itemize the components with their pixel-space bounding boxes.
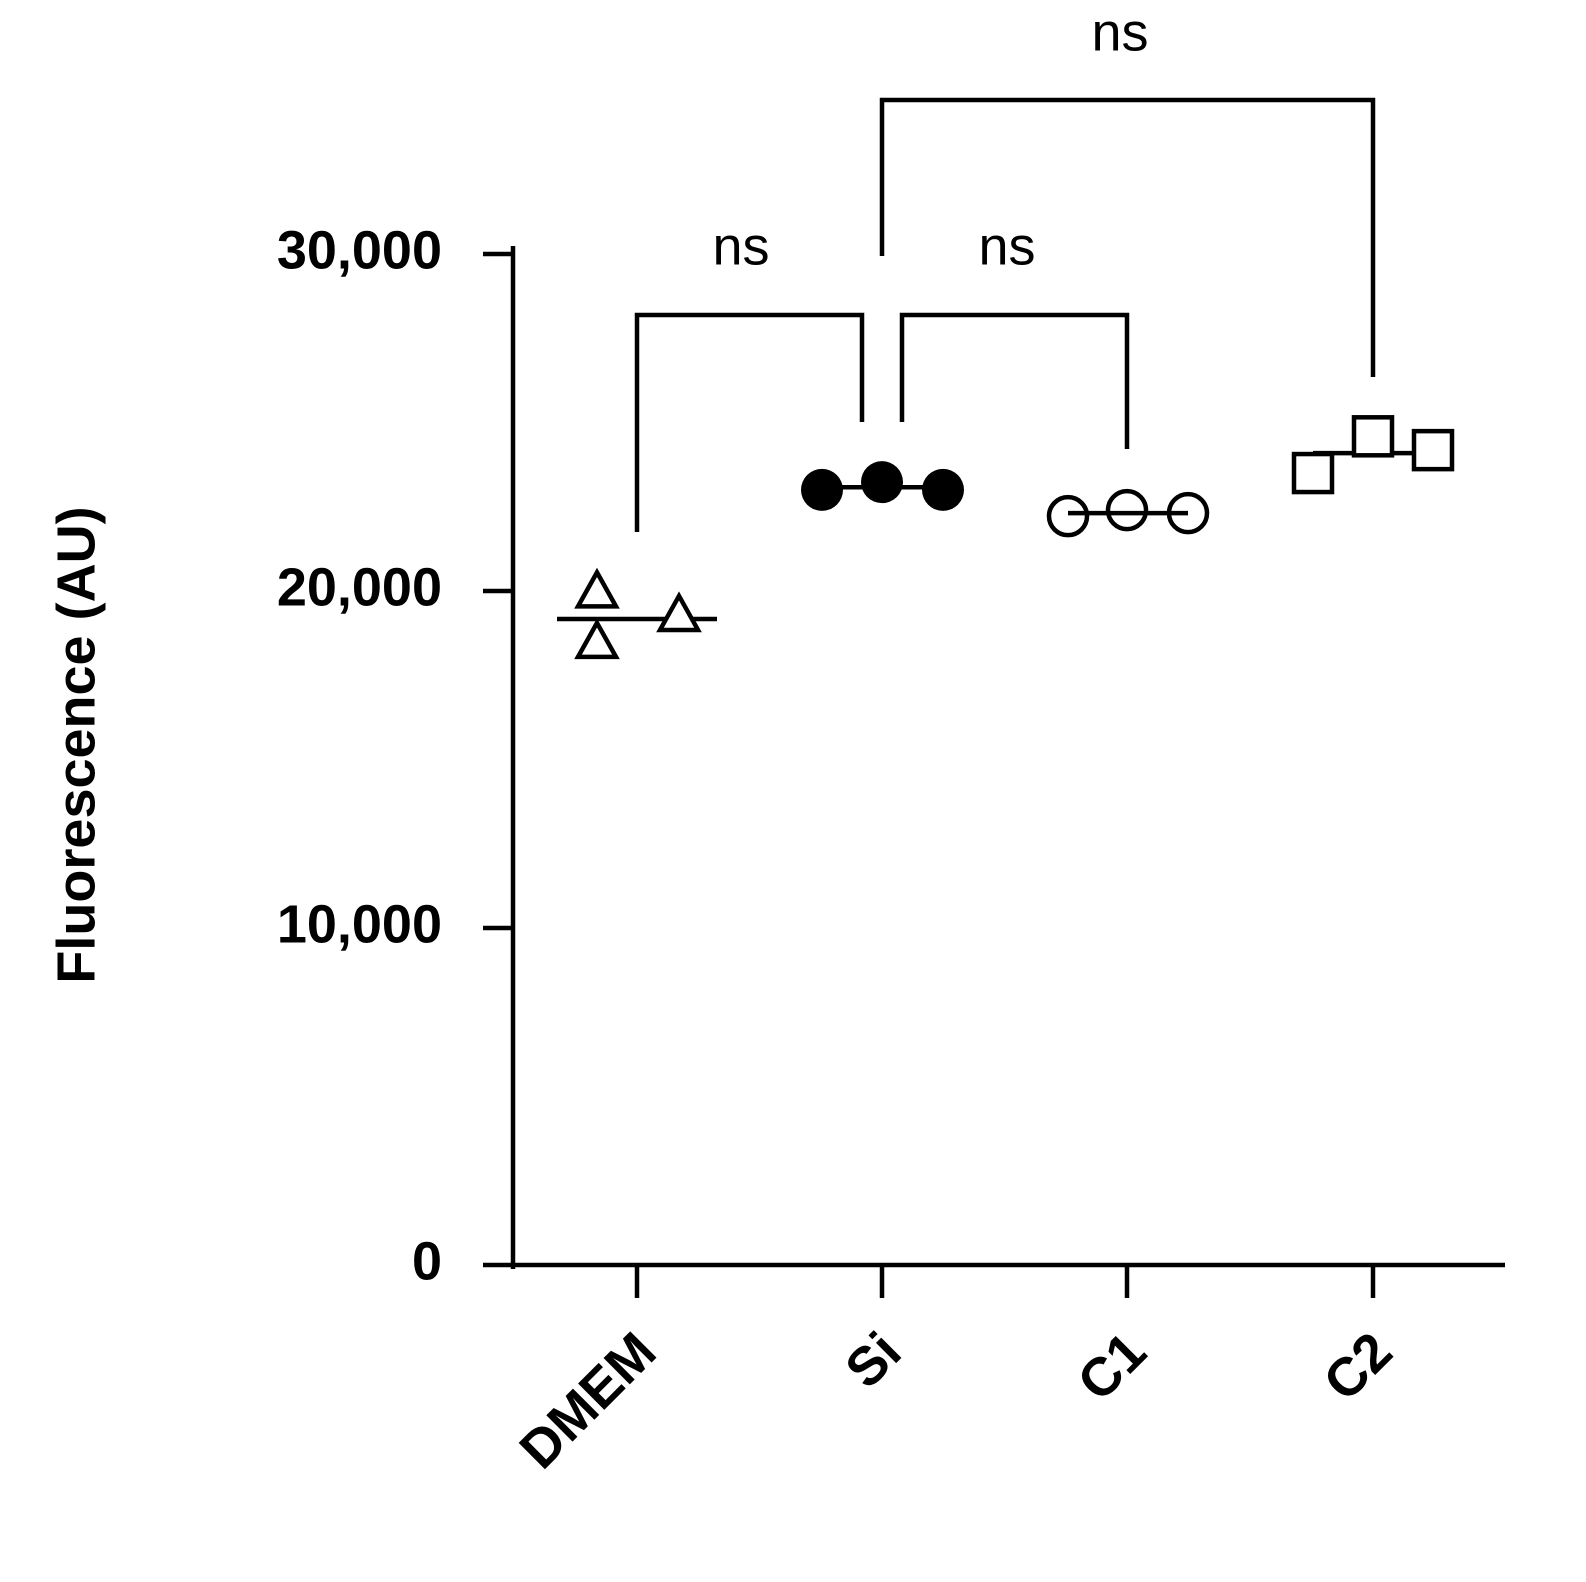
significance-label: ns <box>712 216 769 276</box>
x-tick-label: C1 <box>1066 1321 1157 1412</box>
y-tick-label: 20,000 <box>277 557 442 617</box>
point <box>801 468 843 511</box>
point <box>1046 494 1090 538</box>
y-tick-label: 0 <box>412 1231 442 1291</box>
y-axis-label: Fluorescence (AU) <box>46 506 106 983</box>
significance-bracket <box>899 312 1130 449</box>
point <box>574 567 620 609</box>
x-tick-label: C2 <box>1312 1321 1403 1412</box>
point <box>861 461 903 504</box>
significance-bracket <box>634 312 865 532</box>
point <box>1105 488 1149 532</box>
x-tick-label: Si <box>834 1321 913 1400</box>
point <box>1411 428 1455 472</box>
point <box>1351 415 1395 458</box>
point <box>656 591 702 633</box>
point <box>1291 451 1335 495</box>
y-tick-label: 30,000 <box>277 220 442 280</box>
x-tick-label: DMEM <box>508 1321 667 1480</box>
y-tick-label: 10,000 <box>277 894 442 954</box>
significance-bracket <box>879 97 1376 377</box>
significance-label: ns <box>1091 2 1148 62</box>
point <box>574 618 620 660</box>
significance-label: ns <box>978 216 1035 276</box>
point <box>922 468 964 511</box>
